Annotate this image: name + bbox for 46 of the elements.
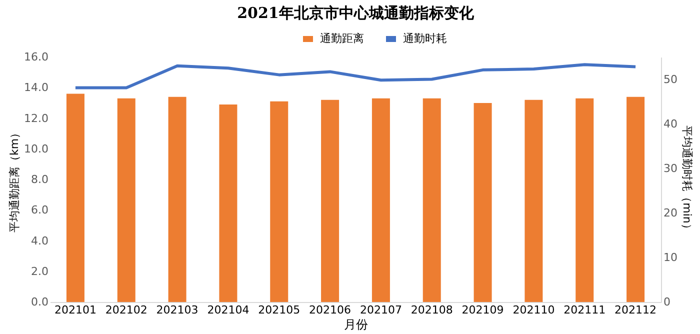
x-tick-label: 202102 (105, 304, 148, 316)
bar (66, 94, 84, 302)
y2-tick-label: 20 (664, 206, 678, 220)
x-tick-label: 202111 (564, 304, 606, 316)
x-tick-label: 202110 (512, 304, 555, 316)
bar (219, 104, 238, 302)
bar (576, 98, 594, 302)
chart-title: 2021年北京市中心城通勤指标变化 (237, 4, 475, 22)
bar (270, 101, 288, 302)
x-tick-label: 202106 (309, 304, 352, 316)
x-tick-label: 202101 (54, 304, 96, 316)
bar (372, 98, 390, 302)
y2-axis-title: 平均通勤时耗（min） (680, 126, 694, 234)
bar (626, 96, 645, 302)
y2-tick-label: 50 (664, 72, 678, 86)
bar (117, 98, 136, 302)
bar (422, 98, 441, 302)
y-tick-label: 4.0 (31, 234, 48, 248)
x-tick-label: 202105 (258, 304, 300, 316)
y-tick-label: 0.0 (31, 296, 48, 308)
y-tick-label: 10.0 (24, 142, 48, 156)
bar (321, 100, 340, 302)
y2-tick-label: 0 (664, 296, 670, 308)
x-tick-label: 202104 (207, 304, 250, 316)
x-tick-label: 202103 (156, 304, 198, 316)
y-tick-label: 2.0 (31, 264, 48, 278)
bar (168, 96, 186, 302)
y-tick-label: 14.0 (24, 81, 48, 94)
y-tick-label: 12.0 (24, 112, 48, 125)
x-tick-label: 202112 (614, 304, 657, 316)
x-tick-label: 202107 (360, 304, 402, 316)
bar (474, 102, 492, 302)
x-tick-label: 202108 (410, 304, 453, 316)
y-tick-label: 6.0 (31, 204, 48, 217)
y-tick-label: 16.0 (24, 50, 48, 64)
line-series (74, 63, 638, 90)
y2-tick-label: 30 (664, 162, 678, 175)
y-tick-label: 8.0 (31, 173, 48, 186)
bar (524, 100, 543, 302)
legend-label: 通勤距离 (320, 32, 364, 45)
y2-tick-label: 40 (664, 117, 678, 130)
legend-label: 通勤时耗 (403, 32, 447, 45)
y2-tick-label: 10 (664, 250, 678, 264)
x-axis-title: 月份 (344, 318, 368, 332)
y-axis-title: 平均通勤距离（km） (8, 127, 22, 233)
x-tick-label: 202109 (462, 304, 504, 316)
